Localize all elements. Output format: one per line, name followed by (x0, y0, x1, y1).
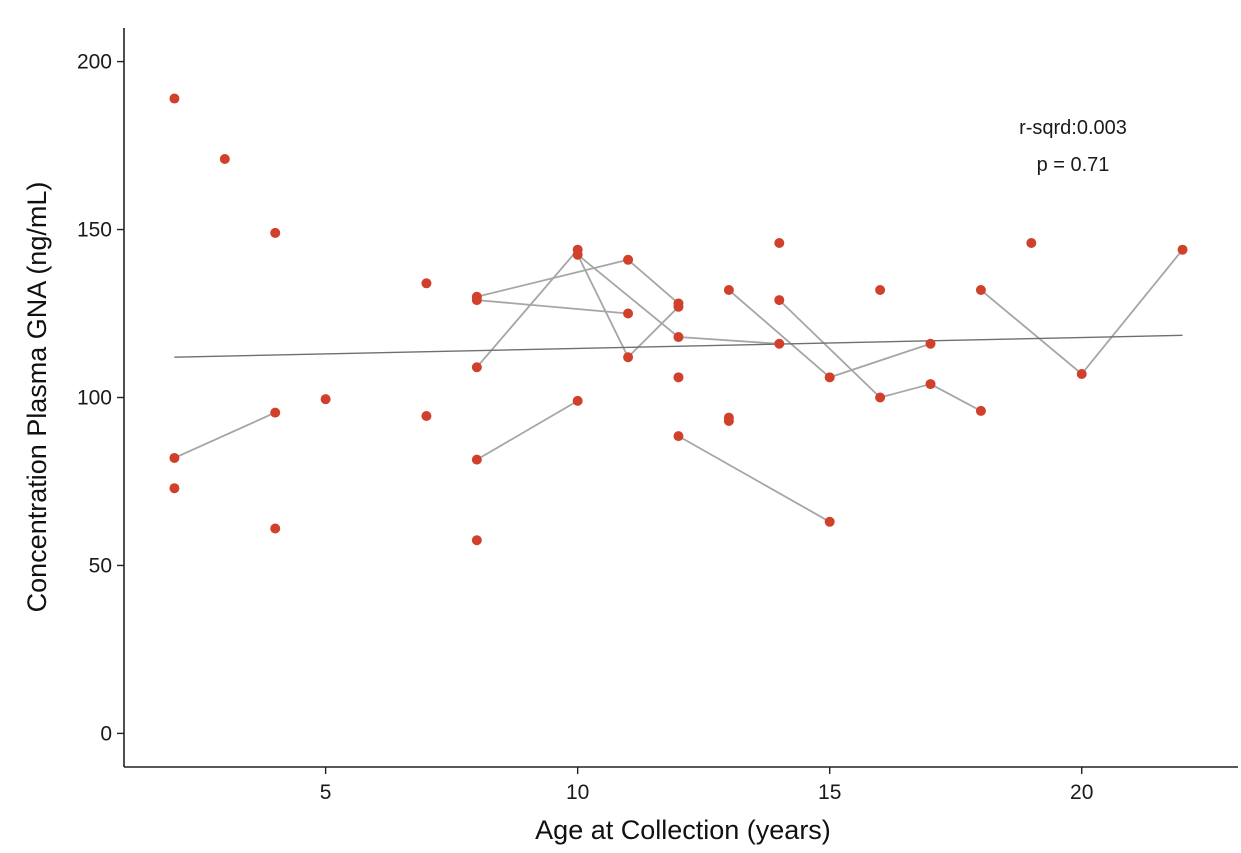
data-point (774, 338, 785, 349)
x-tick-label: 15 (818, 781, 841, 804)
data-point (673, 332, 684, 343)
paired-segment (476, 249, 579, 368)
r-squared-annotation: r-sqrd:0.003 (1019, 117, 1127, 139)
paired-segment (627, 306, 680, 358)
data-point (925, 338, 936, 349)
y-tick-label: 200 (77, 51, 112, 74)
paired-segment (576, 254, 629, 358)
y-tick-label: 0 (100, 722, 112, 745)
data-point (471, 362, 482, 373)
data-point (774, 295, 785, 306)
paired-segment (174, 411, 276, 459)
data-point (824, 372, 835, 383)
paired-segment (829, 342, 931, 379)
paired-segment (678, 435, 831, 523)
paired-segment (879, 383, 931, 399)
paired-lines (174, 249, 1184, 523)
data-point (471, 454, 482, 465)
data-point (1026, 237, 1037, 248)
data-point (471, 295, 482, 306)
data-point (925, 379, 936, 390)
data-point (320, 394, 331, 405)
paired-segment (728, 289, 831, 379)
paired-segment (778, 299, 881, 399)
data-point (421, 278, 432, 289)
data-point (975, 285, 986, 296)
x-tick-label: 10 (566, 781, 589, 804)
data-point (673, 372, 684, 383)
data-point (219, 154, 230, 165)
x-axis-title: Age at Collection (years) (535, 815, 831, 845)
paired-segment (980, 289, 1083, 375)
paired-segment (476, 400, 579, 461)
data-point (975, 405, 986, 416)
data-point (572, 249, 583, 260)
data-point (572, 395, 583, 406)
paired-segment (627, 259, 680, 305)
data-point (270, 523, 281, 534)
paired-segment (577, 254, 680, 338)
y-tick-label: 150 (77, 219, 112, 242)
data-point (270, 227, 281, 238)
paired-segment (678, 336, 780, 345)
data-point (1177, 244, 1188, 255)
data-point (270, 407, 281, 418)
data-point (824, 516, 835, 527)
data-point (623, 352, 634, 363)
y-tick-label: 50 (89, 554, 112, 577)
data-point (875, 285, 886, 296)
data-point (421, 410, 432, 421)
data-point (169, 483, 180, 494)
trend-line (174, 334, 1183, 358)
data-point (673, 301, 684, 312)
x-tick-label: 5 (320, 781, 332, 804)
data-point (723, 416, 734, 427)
data-point (723, 285, 734, 296)
data-point (471, 535, 482, 546)
paired-segment (476, 258, 629, 298)
paired-segment (930, 383, 982, 412)
y-axis-title: Concentration Plasma GNA (ng/mL) (22, 182, 52, 613)
data-point (774, 237, 785, 248)
plot-area (169, 93, 1188, 546)
data-point (673, 431, 684, 442)
data-point (623, 254, 634, 265)
data-point (875, 392, 886, 403)
data-point (169, 452, 180, 463)
data-points (169, 93, 1188, 546)
p-value-annotation: p = 0.71 (1037, 154, 1110, 176)
data-point (169, 93, 180, 104)
paired-segment (1081, 249, 1184, 375)
x-axis-ticks: 5 10 15 20 (320, 767, 1093, 804)
data-point (623, 308, 634, 319)
y-tick-label: 100 (77, 387, 112, 410)
paired-segment (476, 299, 629, 315)
x-tick-label: 20 (1070, 781, 1093, 804)
data-point (1076, 368, 1087, 379)
y-axis-ticks: 0 50 100 150 200 (77, 51, 124, 745)
